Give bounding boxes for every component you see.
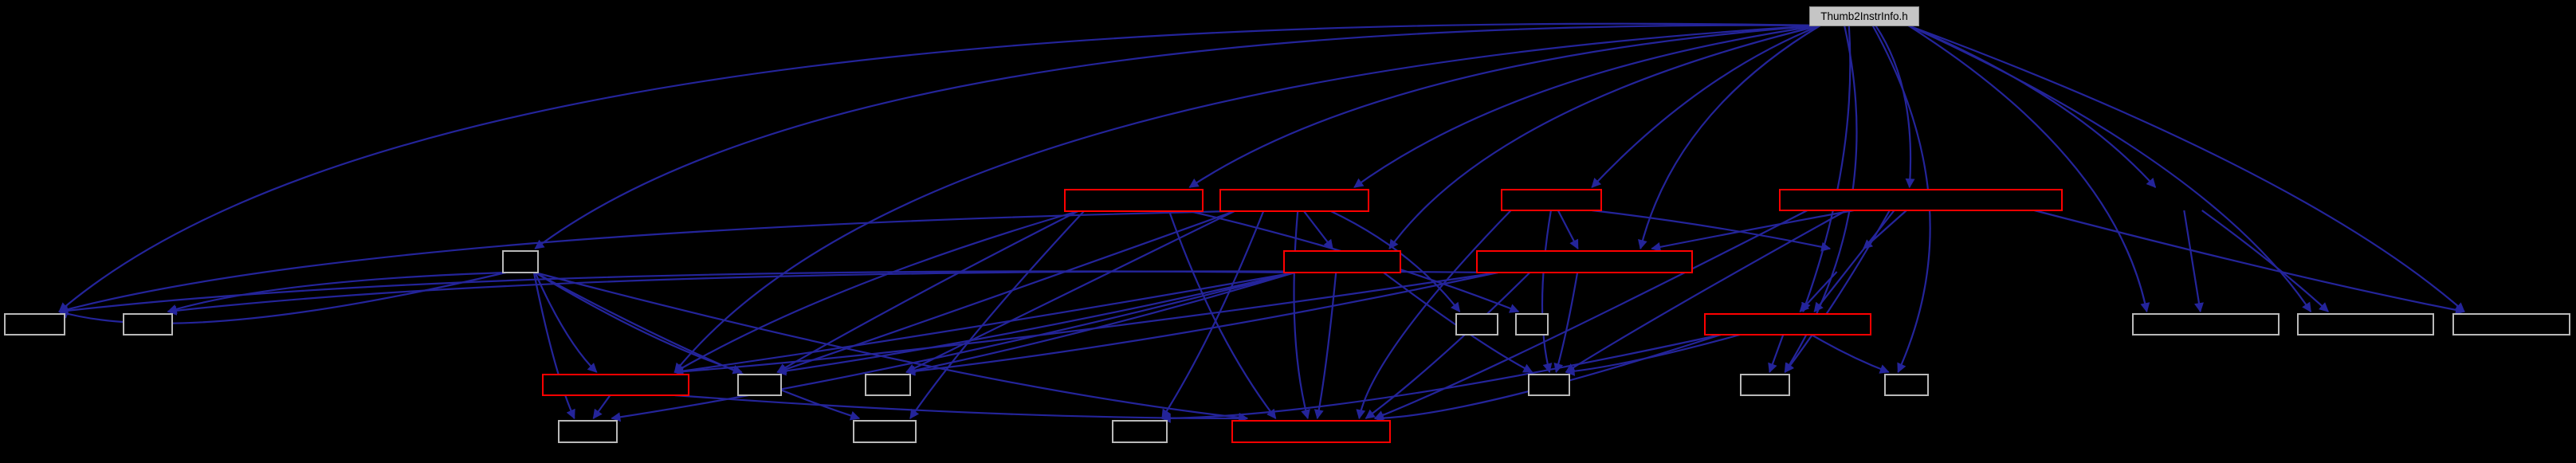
graph-edge [905,210,1235,373]
graph-edge [1388,24,1821,249]
graph-node-G[interactable] [1704,313,1871,335]
graph-node-I[interactable] [1231,420,1391,443]
graph-edge [1160,333,1722,423]
graph-edge [534,272,743,375]
graph-edge [1907,25,2150,313]
graph-edge [909,210,1085,419]
graph-edge [167,270,1498,316]
graph-edge [2201,210,2329,312]
graph-node-r2[interactable] [853,420,917,443]
graph-edge [1907,24,2312,312]
graph-edge [534,272,598,373]
graph-edge [2034,209,2465,315]
graph-edge [1161,210,1265,420]
graph-edge [1541,210,1553,374]
graph-node-g4[interactable] [1455,313,1498,335]
graph-edge [1768,334,1785,374]
graph-node-g3[interactable] [123,313,173,335]
graph-edge [1784,210,1891,373]
graph-edge [1303,210,1333,249]
graph-edge [674,394,1249,424]
graph-edge [1365,272,1531,419]
graph-edge [2183,210,2204,313]
graph-edge [1168,210,1277,419]
graph-node-g2[interactable] [4,313,65,335]
graph-edge [1188,24,1820,188]
graph-edge [58,270,1295,316]
graph-node-E[interactable] [1283,250,1401,273]
graph-edge [1330,210,1461,312]
graph-node-r3[interactable] [1112,420,1168,443]
graph-edge [534,272,861,421]
graph-edge [1813,210,1895,312]
graph-node-g7[interactable] [865,374,911,396]
graph-edge [776,271,1296,376]
graph-node-B[interactable] [1219,189,1369,212]
graph-node-w1[interactable] [2132,313,2280,335]
graph-node-g10[interactable] [1884,374,1929,396]
graph-edge [1591,24,1821,188]
graph-edge [167,271,506,314]
graph-edge [673,24,1820,373]
graph-node-H[interactable] [542,374,689,396]
graph-edge [776,210,1235,375]
graph-edge [673,271,1498,377]
graph-edge [1638,25,1821,250]
graph-edge [1314,272,1337,420]
graph-node-A[interactable] [1064,189,1204,212]
graph-node-g9[interactable] [1740,374,1790,396]
graph-edge [1373,333,1722,423]
graph-edge [905,271,1498,376]
graph-node-g8[interactable] [1528,374,1570,396]
graph-edge [1557,210,1579,250]
graph-edge [1811,334,1890,374]
graph-edge [532,272,575,420]
graph-edge [673,271,1295,376]
graph-edge [1293,210,1310,420]
graph-node-g1[interactable] [502,250,539,273]
graph-edge [1875,25,1915,189]
graph-edge [1592,209,1832,252]
graph-node-r1[interactable] [558,420,618,443]
graph-node-D[interactable] [1779,189,2063,211]
graph-node-w3[interactable] [2452,313,2570,335]
graph-edge [1565,210,1848,373]
graph-title-label: Thumb2InstrInfo.h [1820,10,1908,22]
graph-node-title[interactable]: Thumb2InstrInfo.h [1809,6,1919,26]
graph-edge [1907,24,2465,312]
graph-edge [1565,333,1741,376]
graph-edge [58,271,506,324]
graph-edge [611,271,1296,422]
graph-node-g5[interactable] [1515,313,1549,335]
graph-edge [673,210,1078,373]
graph-edge [535,271,1249,422]
graph-edge [58,22,1820,312]
graph-edge [1799,271,1838,312]
graph-edge [534,24,1820,249]
graph-edge [1373,210,1808,420]
graph-node-g6[interactable] [737,374,782,396]
graph-edge [1553,272,1579,374]
graph-edge [1801,25,1852,313]
graph-edge [1353,24,1820,188]
graph-edge [1651,209,1854,252]
graph-edge [1863,210,1907,249]
graph-edge [58,210,1235,315]
graph-node-w2[interactable] [2297,313,2434,335]
graph-edge [592,394,611,419]
graph-node-F[interactable] [1476,250,1693,273]
graph-node-C[interactable] [1501,189,1602,211]
